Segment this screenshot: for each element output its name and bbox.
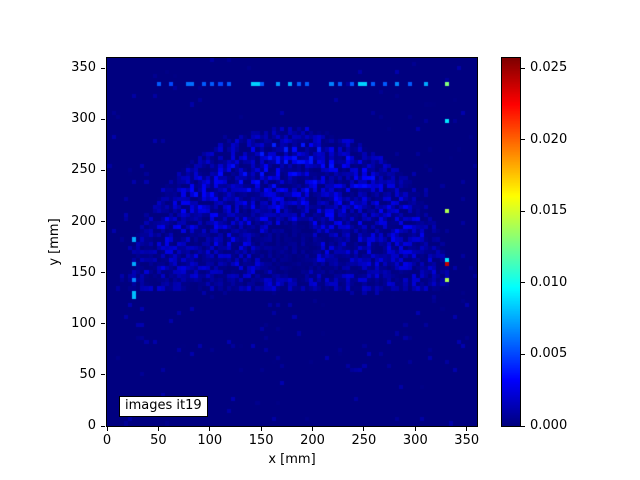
x-tick-mark [414,427,416,431]
y-tick-mark [101,323,105,325]
y-tick-label: 300 [71,111,96,127]
y-tick-mark [101,272,105,274]
y-tick-mark [101,67,105,69]
colorbar-tick-mark [521,425,525,427]
colorbar-tick-mark [521,210,525,212]
x-tick-mark [209,427,211,431]
colorbar-tick-label: 0.025 [530,60,568,76]
x-tick-mark [466,427,468,431]
colorbar-tick-label: 0.010 [530,274,568,290]
y-tick-mark [101,221,105,223]
y-tick-label: 250 [71,162,96,178]
colorbar-tick-label: 0.005 [530,346,568,362]
colorbar-tick-mark [521,139,525,141]
colorbar [501,57,521,427]
annotation-box: images it19 [119,396,208,417]
x-tick-label: 150 [248,433,274,448]
colorbar-tick-label: 0.000 [530,418,568,433]
annotation-text: images it19 [125,398,202,413]
x-tick-mark [260,427,262,431]
x-tick-label: 50 [150,433,167,448]
x-tick-label: 350 [454,433,480,448]
x-tick-mark [312,427,314,431]
x-tick-label: 250 [351,433,377,448]
plot-area: images it19 [106,57,478,427]
y-tick-label: 200 [71,213,96,229]
colorbar-tick-mark [521,67,525,69]
x-tick-mark [106,427,108,431]
colorbar-tick-label: 0.020 [530,131,568,147]
y-tick-mark [101,169,105,171]
y-tick-mark [101,118,105,120]
y-tick-label: 0 [87,418,96,433]
colorbar-tick-mark [521,353,525,355]
colorbar-tick-label: 0.015 [530,203,568,219]
y-tick-label: 100 [71,315,96,331]
heatmap-canvas [107,58,477,426]
y-tick-mark [101,425,105,427]
colorbar-tick-mark [521,282,525,284]
x-tick-mark [157,427,159,431]
y-tick-label: 350 [71,60,96,76]
colorbar-gradient [502,58,520,426]
x-tick-label: 100 [197,433,223,448]
x-tick-label: 200 [300,433,325,448]
x-tick-mark [363,427,365,431]
y-tick-label: 50 [79,366,96,382]
y-tick-label: 150 [71,264,96,280]
y-tick-mark [101,374,105,376]
x-axis-label: x [mm] [268,452,316,467]
x-tick-label: 0 [102,433,112,448]
x-tick-label: 300 [402,433,428,448]
